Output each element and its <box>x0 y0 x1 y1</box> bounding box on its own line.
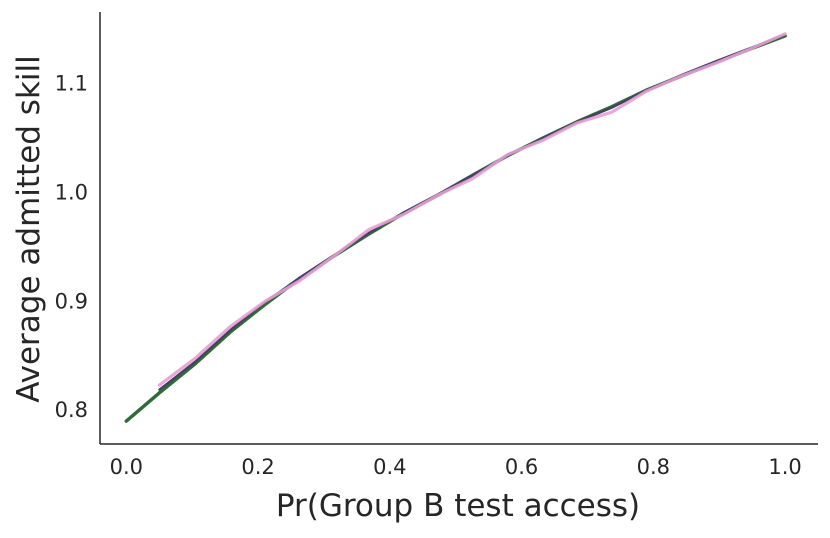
series-layer <box>124 32 787 423</box>
x-axis-title: Pr(Group B test access) <box>276 488 640 524</box>
y-tick-labels: 0.8 0.9 1.0 1.1 <box>55 72 88 422</box>
series-line-3 <box>157 32 787 387</box>
x-tick-label: 0.0 <box>110 455 143 479</box>
x-tick-label: 0.4 <box>373 455 406 479</box>
x-tick-label: 0.2 <box>241 455 274 479</box>
y-tick-label: 0.9 <box>55 289 88 313</box>
y-tick-label: 1.0 <box>55 181 88 205</box>
x-tick-label: 0.6 <box>505 455 538 479</box>
y-axis-title: Average admitted skill <box>11 55 47 403</box>
series-line-1 <box>124 34 787 423</box>
x-tick-label: 0.8 <box>637 455 670 479</box>
x-tick-label: 1.0 <box>768 455 801 479</box>
series-line-2 <box>158 33 787 391</box>
y-tick-label: 0.8 <box>55 398 88 422</box>
x-tick-labels: 0.0 0.2 0.4 0.6 0.8 1.0 <box>110 455 802 479</box>
y-tick-label: 1.1 <box>55 72 88 96</box>
